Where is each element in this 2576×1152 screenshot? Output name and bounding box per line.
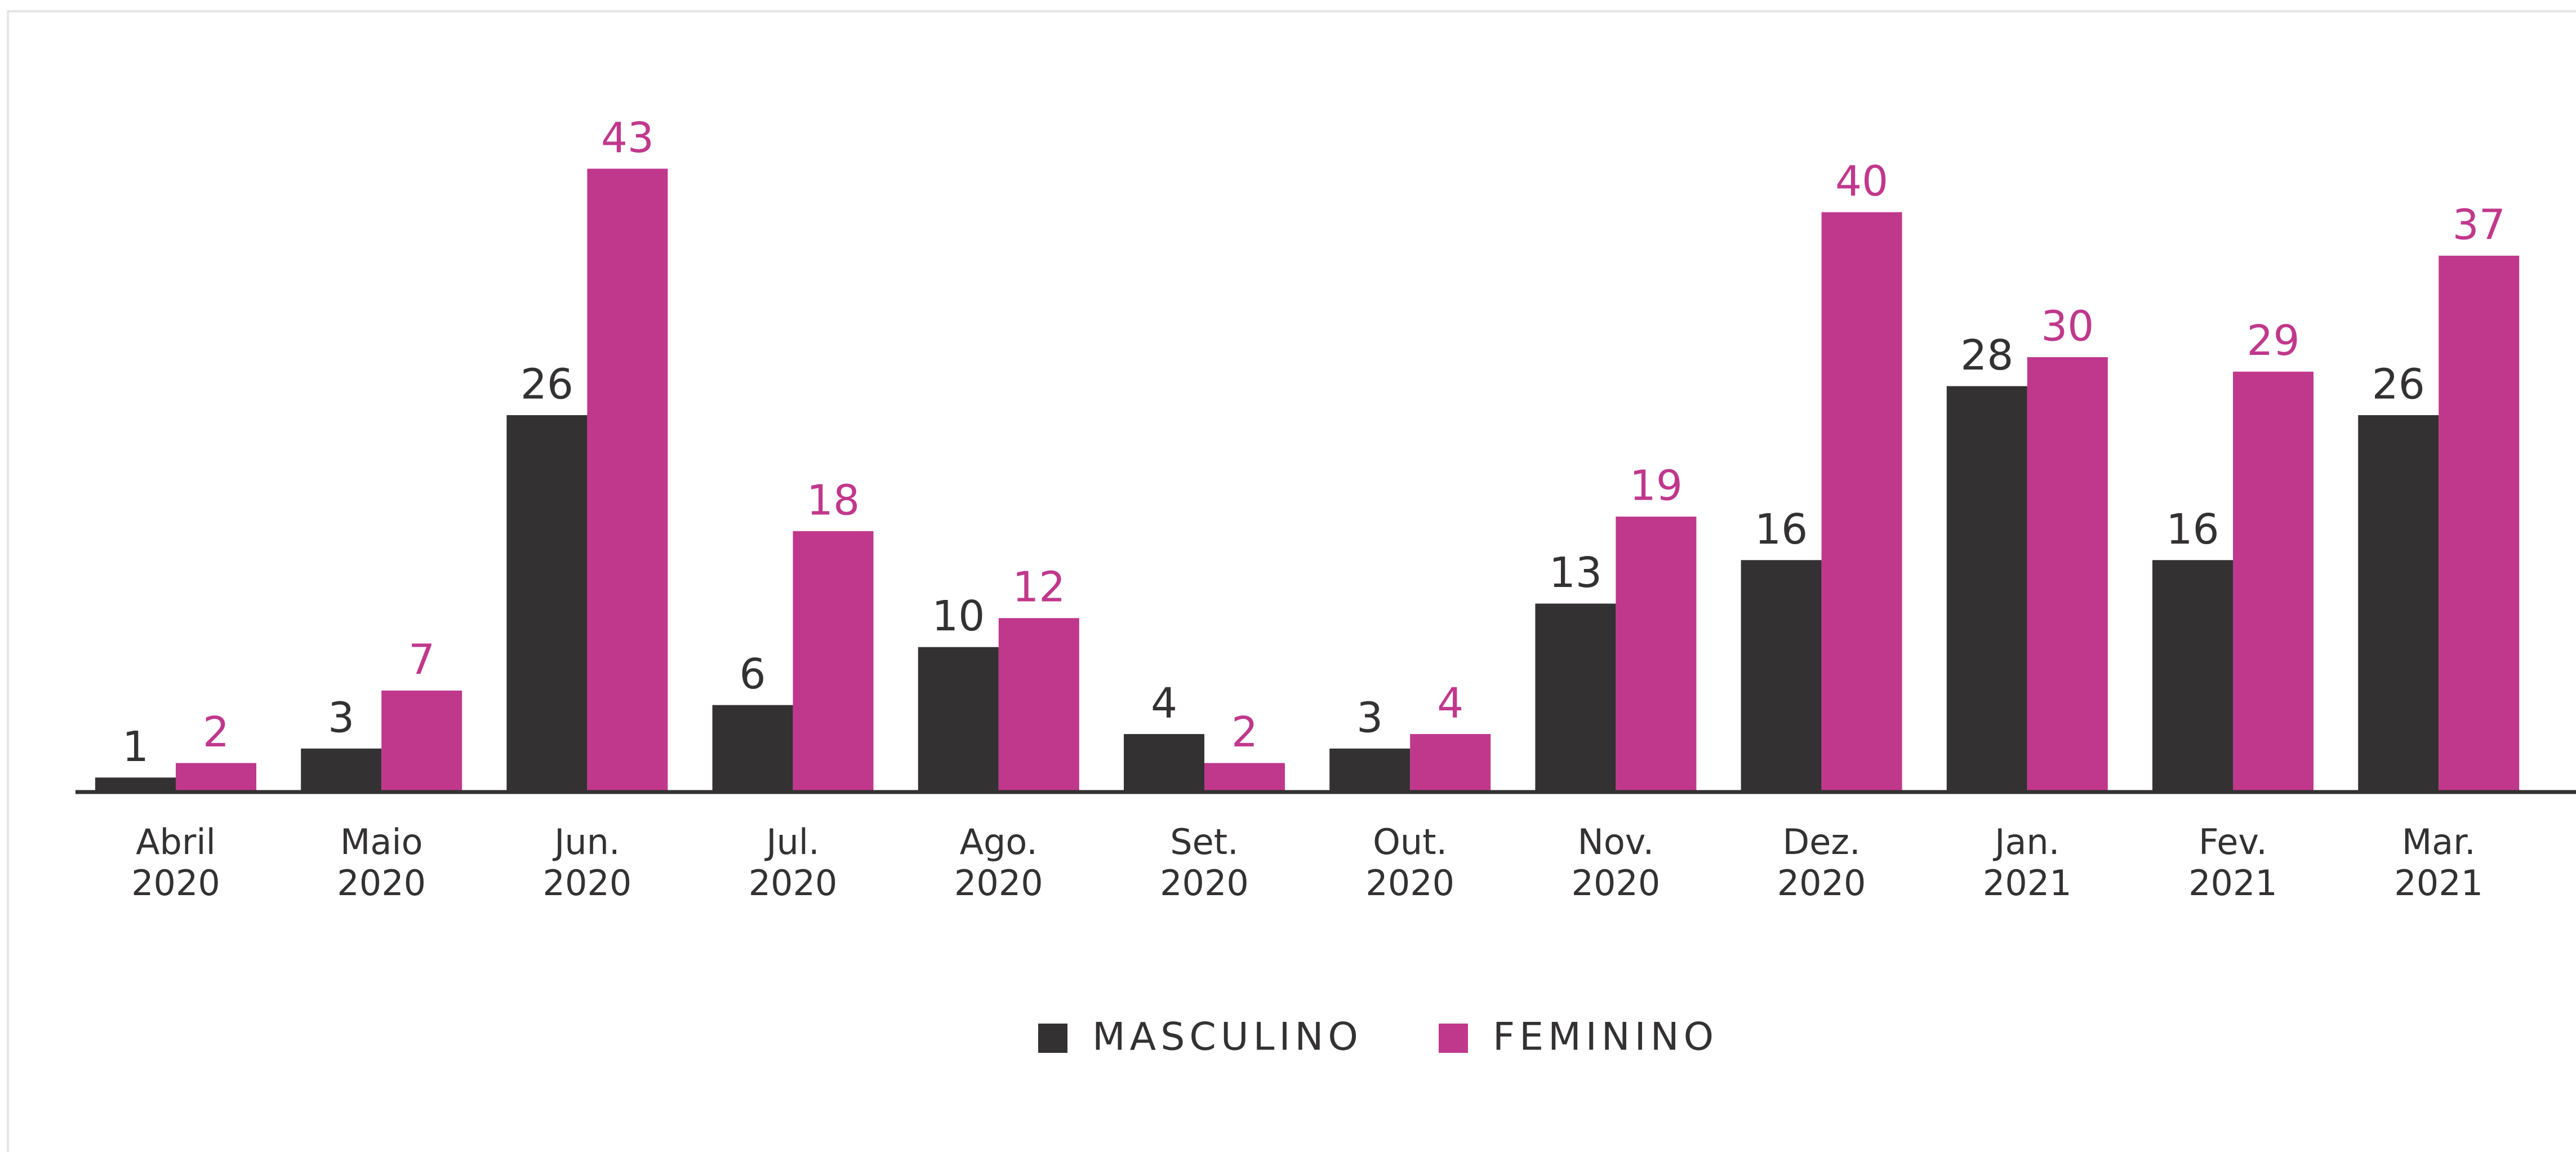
bar xyxy=(176,763,256,792)
bar xyxy=(998,618,1079,792)
value-label: 26 xyxy=(2372,360,2425,408)
value-label: 30 xyxy=(2041,303,2094,351)
value-label: 6 xyxy=(740,650,766,699)
x-tick-label: Maio xyxy=(340,821,423,862)
bar xyxy=(2439,255,2520,792)
x-tick-label: 2020 xyxy=(131,862,220,904)
x-tick-label: Nov. xyxy=(1577,821,1654,862)
value-label: 37 xyxy=(2453,201,2506,249)
bar xyxy=(95,777,176,792)
value-label: 4 xyxy=(1151,679,1177,728)
bar xyxy=(1410,734,1491,792)
legend-swatch xyxy=(1038,1024,1067,1053)
bar xyxy=(2233,371,2313,792)
x-tick-label: Jun. xyxy=(552,821,620,862)
value-label: 16 xyxy=(2166,505,2219,554)
x-tick-label: Mar. xyxy=(2402,821,2476,862)
value-label: 18 xyxy=(807,476,860,524)
value-label: 2 xyxy=(203,708,229,757)
x-tick-label: Jul. xyxy=(764,821,820,862)
value-label: 40 xyxy=(1835,157,1888,206)
value-label: 16 xyxy=(1755,505,1808,554)
x-tick-label: 2020 xyxy=(954,862,1043,904)
x-tick-label: 2020 xyxy=(1365,862,1454,904)
bar xyxy=(2358,415,2439,792)
bar xyxy=(1616,517,1697,792)
x-tick-label: 2020 xyxy=(1572,862,1661,904)
value-label: 4 xyxy=(1437,679,1463,728)
legend-swatch xyxy=(1439,1024,1468,1053)
x-tick-label: 2021 xyxy=(2394,862,2483,904)
x-tick-label: Out. xyxy=(1373,821,1447,862)
bar xyxy=(301,748,382,792)
x-tick-label: 2020 xyxy=(337,862,426,904)
bar xyxy=(1946,386,2027,792)
value-label: 43 xyxy=(601,114,654,162)
bar xyxy=(2027,357,2108,792)
value-label: 3 xyxy=(328,693,354,742)
value-label: 12 xyxy=(1012,563,1065,612)
value-label: 2 xyxy=(1231,708,1258,757)
value-label: 3 xyxy=(1356,693,1383,742)
value-label: 26 xyxy=(520,360,573,408)
value-label: 1 xyxy=(122,723,149,771)
value-label: 7 xyxy=(408,635,435,684)
bar xyxy=(918,647,999,792)
x-tick-label: 2020 xyxy=(1160,862,1249,904)
x-tick-label: Abril xyxy=(136,821,216,862)
value-label: 13 xyxy=(1549,549,1602,597)
value-label: 29 xyxy=(2246,317,2299,365)
frame xyxy=(7,10,2576,1152)
bar xyxy=(1535,603,1616,792)
bar xyxy=(793,531,874,792)
legend-label: FEMININO xyxy=(1493,1015,1718,1060)
x-tick-label: 2020 xyxy=(543,862,632,904)
legend-label: MASCULINO xyxy=(1092,1015,1363,1060)
x-tick-label: Jan. xyxy=(1992,821,2059,862)
bar xyxy=(1821,212,1902,793)
x-tick-label: Dez. xyxy=(1783,821,1861,862)
x-tick-label: Fev. xyxy=(2199,821,2267,862)
x-tick-label: 2021 xyxy=(2188,862,2277,904)
x-tick-label: 2021 xyxy=(1983,862,2072,904)
bar xyxy=(506,415,588,792)
x-tick-label: Ago. xyxy=(960,821,1038,862)
bar xyxy=(712,705,793,792)
x-tick-label: 2020 xyxy=(749,862,838,904)
bar xyxy=(1124,734,1204,792)
value-label: 19 xyxy=(1630,462,1683,510)
bar xyxy=(2152,560,2233,792)
value-label: 10 xyxy=(932,592,985,641)
bar xyxy=(1329,748,1411,792)
bar xyxy=(1741,560,1822,792)
x-tick-label: Set. xyxy=(1170,821,1239,862)
bar xyxy=(381,690,462,792)
x-tick-label: 2020 xyxy=(1777,862,1866,904)
value-label: 28 xyxy=(1960,331,2013,380)
bar xyxy=(1204,763,1285,792)
bar xyxy=(587,168,668,792)
